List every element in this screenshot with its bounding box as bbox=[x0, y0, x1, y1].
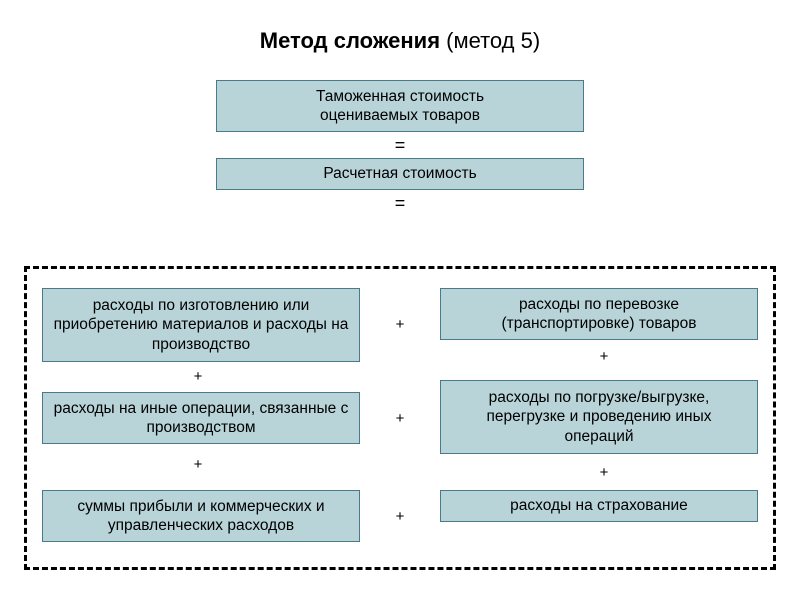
equals-2: = bbox=[0, 194, 800, 212]
cost-box-manufacturing: расходы по изготовлению или приобретению… bbox=[42, 288, 360, 362]
cost-label-loading: расходы по погрузке/выгрузке, перегрузке… bbox=[451, 388, 747, 446]
equals-1: = bbox=[0, 136, 800, 154]
cost-label-other-ops: расходы на иные операции, связанные с пр… bbox=[53, 399, 349, 438]
cost-box-insurance: расходы на страхование bbox=[440, 490, 758, 522]
cost-box-profit-admin: суммы прибыли и коммерческих и управленч… bbox=[42, 490, 360, 542]
cost-box-transport: расходы по перевозке (транспортировке) т… bbox=[440, 288, 758, 340]
cost-label-insurance: расходы на страхование bbox=[510, 496, 688, 515]
plus-icon: + bbox=[596, 348, 612, 365]
computed-value-label: Расчетная стоимость bbox=[323, 164, 476, 183]
plus-icon: + bbox=[596, 464, 612, 481]
title-rest: (метод 5) bbox=[440, 28, 540, 53]
plus-icon: + bbox=[392, 508, 408, 525]
plus-icon: + bbox=[392, 316, 408, 333]
computed-value-box: Расчетная стоимость bbox=[216, 158, 584, 190]
cost-box-loading: расходы по погрузке/выгрузке, перегрузке… bbox=[440, 380, 758, 454]
customs-value-l1: Таможенная стоимость bbox=[316, 87, 484, 106]
plus-icon: + bbox=[190, 456, 206, 473]
customs-value-box: Таможенная стоимость оцениваемых товаров bbox=[216, 80, 584, 132]
cost-label-transport: расходы по перевозке (транспортировке) т… bbox=[451, 295, 747, 334]
cost-box-other-ops: расходы на иные операции, связанные с пр… bbox=[42, 392, 360, 444]
plus-icon: + bbox=[392, 410, 408, 427]
title-bold: Метод сложения bbox=[260, 28, 440, 53]
cost-label-profit-admin: суммы прибыли и коммерческих и управленч… bbox=[53, 497, 349, 536]
customs-value-l2: оцениваемых товаров bbox=[316, 106, 484, 125]
plus-icon: + bbox=[190, 368, 206, 385]
page-title: Метод сложения (метод 5) bbox=[0, 0, 800, 54]
cost-label-manufacturing: расходы по изготовлению или приобретению… bbox=[53, 296, 349, 354]
